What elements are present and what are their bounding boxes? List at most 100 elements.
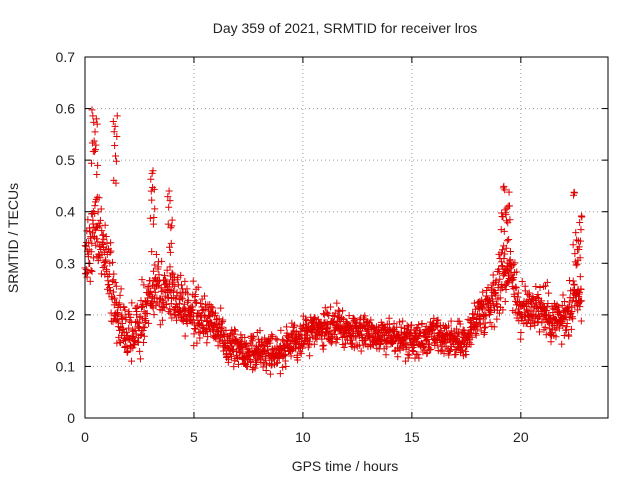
data-point — [500, 270, 508, 278]
data-point — [501, 186, 509, 194]
data-point — [521, 287, 529, 295]
data-point — [181, 277, 189, 285]
data-point — [489, 297, 497, 305]
data-point — [167, 239, 175, 247]
data-point — [577, 317, 585, 325]
data-point — [94, 161, 102, 169]
data-point — [312, 329, 320, 337]
data-point — [444, 322, 452, 330]
data-point — [506, 216, 514, 224]
data-point — [90, 118, 98, 126]
data-point — [177, 281, 185, 289]
data-point — [506, 202, 514, 210]
data-point — [415, 354, 423, 362]
data-point — [218, 323, 226, 331]
data-point — [519, 312, 527, 320]
data-point — [518, 278, 526, 286]
data-point — [134, 318, 142, 326]
data-point — [276, 370, 284, 378]
data-point — [226, 338, 234, 346]
data-point — [302, 331, 310, 339]
data-points — [81, 106, 586, 378]
data-point — [543, 278, 551, 286]
data-point — [352, 334, 360, 342]
data-point — [499, 306, 507, 314]
data-point — [541, 323, 549, 331]
data-point — [179, 295, 187, 303]
data-point — [199, 321, 207, 329]
data-point — [158, 257, 166, 265]
data-point — [433, 317, 441, 325]
data-point — [333, 299, 341, 307]
data-point — [319, 342, 327, 350]
data-point — [82, 270, 90, 278]
data-point — [258, 351, 266, 359]
data-point — [423, 350, 431, 358]
data-point — [540, 310, 548, 318]
data-point — [575, 243, 583, 251]
data-point — [207, 303, 215, 311]
data-point — [97, 205, 105, 213]
data-point — [478, 304, 486, 312]
data-point — [169, 278, 177, 286]
data-point — [110, 128, 118, 136]
data-point — [93, 120, 101, 128]
y-tick-label: 0.6 — [56, 101, 76, 117]
data-point — [94, 257, 102, 265]
data-point — [107, 247, 115, 255]
data-point — [501, 298, 509, 306]
data-point — [514, 293, 522, 301]
data-point — [113, 133, 121, 141]
data-point — [569, 315, 577, 323]
data-point — [85, 224, 93, 232]
data-point — [217, 304, 225, 312]
data-point — [163, 266, 171, 274]
data-point — [568, 308, 576, 316]
data-point — [93, 235, 101, 243]
data-point — [162, 300, 170, 308]
data-point — [486, 318, 494, 326]
data-point — [250, 333, 258, 341]
data-point — [128, 357, 136, 365]
data-point — [225, 355, 233, 363]
data-point — [111, 122, 119, 130]
data-point — [567, 325, 575, 333]
data-point — [149, 220, 157, 228]
data-point — [198, 307, 206, 315]
data-point — [145, 319, 153, 327]
data-point — [476, 312, 484, 320]
data-point — [88, 159, 96, 167]
data-point — [340, 343, 348, 351]
data-point — [311, 314, 319, 322]
data-point — [422, 322, 430, 330]
data-point — [92, 115, 100, 123]
data-point — [111, 294, 119, 302]
data-point — [503, 237, 511, 245]
data-point — [203, 316, 211, 324]
data-point — [244, 362, 252, 370]
data-point — [152, 302, 160, 310]
data-point — [138, 276, 146, 284]
data-point — [140, 281, 148, 289]
data-point — [88, 267, 96, 275]
data-point — [112, 282, 120, 290]
data-point — [513, 268, 521, 276]
data-point — [166, 197, 174, 205]
data-point — [125, 324, 133, 332]
data-point — [446, 347, 454, 355]
data-point — [209, 304, 217, 312]
data-point — [241, 333, 249, 341]
data-point — [97, 270, 105, 278]
data-point — [481, 329, 489, 337]
data-point — [117, 313, 125, 321]
data-point — [231, 326, 239, 334]
y-tick-label: 0.3 — [56, 255, 76, 271]
data-point — [543, 307, 551, 315]
data-point — [140, 332, 148, 340]
data-point — [467, 340, 475, 348]
data-point — [164, 220, 172, 228]
data-point — [196, 334, 204, 342]
data-point — [526, 292, 534, 300]
data-point — [123, 329, 131, 337]
data-point — [506, 265, 514, 273]
